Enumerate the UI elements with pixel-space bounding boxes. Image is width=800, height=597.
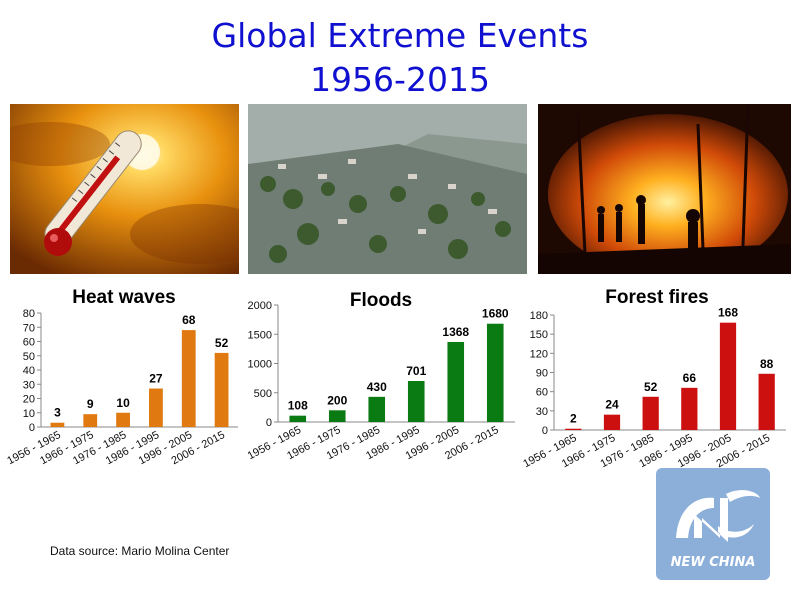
- data-label: 1680: [482, 307, 509, 321]
- y-tick-label: 40: [23, 365, 35, 377]
- data-label: 2: [570, 412, 577, 426]
- y-tick-label: 80: [23, 308, 35, 320]
- bar: [486, 323, 504, 422]
- y-tick-label: 1500: [248, 329, 272, 341]
- y-tick-label: 30: [23, 379, 35, 391]
- data-label: 52: [215, 336, 229, 350]
- y-tick-label: 30: [536, 406, 548, 418]
- y-tick-label: 0: [29, 422, 35, 434]
- bar: [368, 396, 386, 422]
- bar: [719, 322, 737, 430]
- chart-title: Forest fires: [605, 287, 708, 308]
- page-subtitle-years: 1956-2015: [310, 60, 490, 99]
- bar: [603, 414, 621, 430]
- data-label: 3: [54, 406, 61, 420]
- data-label: 430: [367, 380, 387, 394]
- y-tick-label: 0: [266, 417, 272, 429]
- new-china-logo: NEW CHINA: [656, 468, 770, 580]
- bar: [642, 396, 659, 430]
- bar: [181, 330, 196, 427]
- data-label: 9: [87, 397, 94, 411]
- data-label: 27: [149, 372, 163, 386]
- thermometer-sun-icon: [10, 104, 239, 274]
- bar: [328, 410, 346, 422]
- y-tick-label: 2000: [248, 300, 272, 312]
- y-tick-label: 10: [23, 408, 35, 420]
- y-tick-label: 70: [23, 322, 35, 334]
- y-tick-label: 60: [536, 387, 548, 399]
- data-label: 24: [605, 398, 619, 412]
- data-label: 88: [760, 357, 774, 371]
- bar: [289, 415, 307, 422]
- y-tick-label: 500: [254, 388, 272, 400]
- data-label: 200: [327, 393, 347, 407]
- bar: [758, 373, 775, 430]
- data-label: 52: [644, 380, 658, 394]
- y-tick-label: 50: [23, 351, 35, 363]
- data-source-note: Data source: Mario Molina Center: [50, 544, 230, 558]
- bar: [565, 428, 582, 430]
- data-label: 68: [182, 313, 196, 327]
- y-tick-label: 60: [23, 337, 35, 349]
- y-tick-label: 180: [530, 310, 548, 322]
- bar: [149, 388, 163, 427]
- y-tick-label: 150: [530, 329, 548, 341]
- data-label: 108: [288, 399, 308, 413]
- fire-photo: [538, 104, 791, 274]
- y-tick-label: 20: [23, 394, 35, 406]
- chart-title: Heat waves: [72, 287, 176, 308]
- y-tick-label: 120: [530, 348, 548, 360]
- bar: [50, 422, 65, 427]
- bar: [407, 380, 425, 422]
- heat-photo: [10, 104, 239, 274]
- flood-photo: [248, 104, 527, 274]
- bar: [116, 412, 130, 427]
- y-tick-label: 90: [536, 368, 548, 380]
- y-tick-label: 1000: [248, 359, 272, 371]
- data-label: 1368: [442, 325, 469, 339]
- bar: [83, 414, 98, 427]
- y-tick-label: 0: [542, 425, 548, 437]
- page-title: Global Extreme Events: [211, 16, 589, 55]
- data-label: 168: [718, 306, 738, 320]
- bar: [214, 352, 229, 427]
- bar: [681, 387, 698, 430]
- data-label: 701: [406, 364, 426, 378]
- data-label: 10: [116, 396, 130, 410]
- logo-text: NEW CHINA: [671, 555, 756, 570]
- forest-fire-photo: [538, 104, 791, 274]
- chart-title: Floods: [350, 290, 412, 311]
- xinhua-logo-icon: NEW CHINA: [656, 468, 770, 580]
- flooded-town-photo: [248, 104, 527, 274]
- data-label: 66: [683, 371, 697, 385]
- bar: [447, 341, 465, 422]
